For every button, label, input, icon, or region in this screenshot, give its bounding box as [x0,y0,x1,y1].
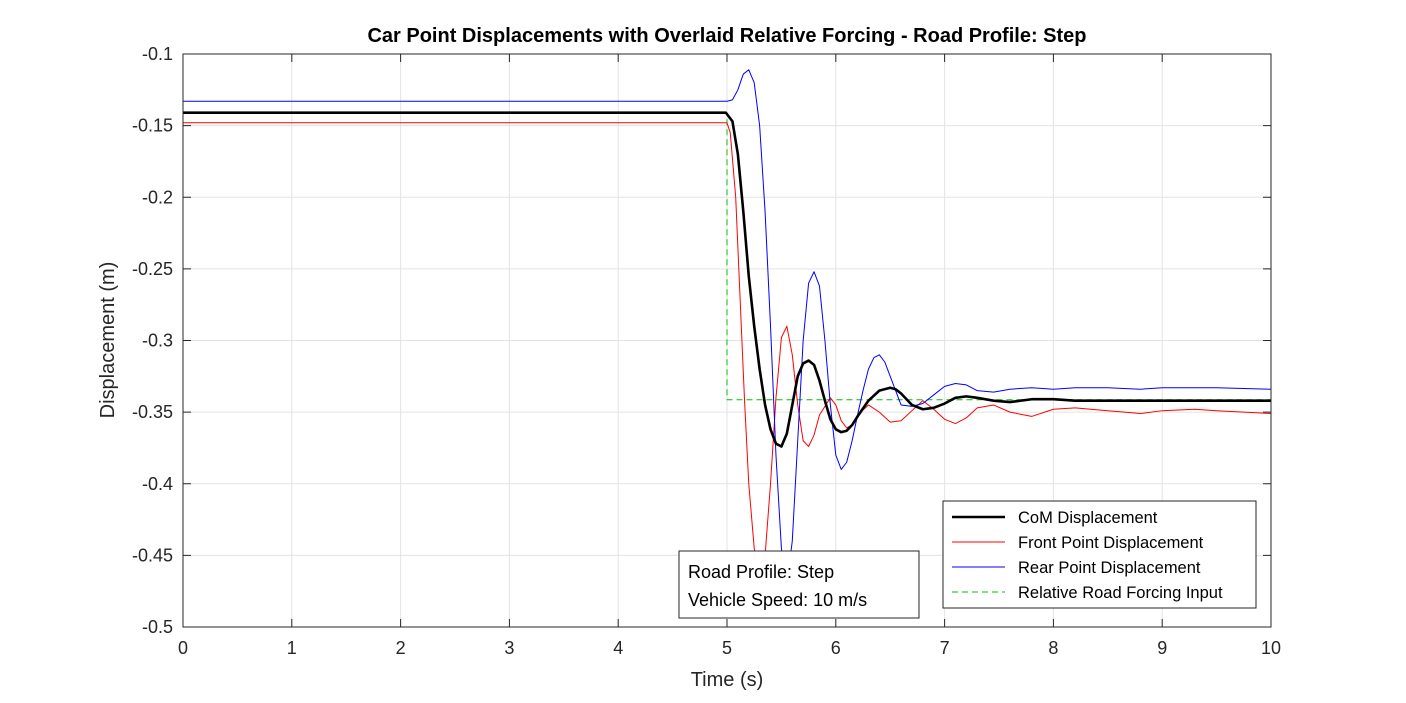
annotation-box: Road Profile: Step Vehicle Speed: 10 m/s [678,550,920,619]
x-tick-label: 4 [613,638,623,658]
rear-point-displacement-line [183,69,1272,585]
x-tick-label: 0 [178,638,188,658]
y-tick-label: -0.15 [132,116,173,136]
y-tick-label: -0.5 [142,617,173,637]
x-tick-label: 7 [940,638,950,658]
y-tick-label: -0.2 [142,187,173,207]
x-tick-label: 8 [1048,638,1058,658]
series-layer [183,69,1272,585]
x-tick-label: 5 [722,638,732,658]
chart-title: Car Point Displacements with Overlaid Re… [367,25,1086,47]
y-tick-label: -0.35 [132,402,173,422]
legend-frame [942,500,1257,609]
x-tick-label: 10 [1261,638,1281,658]
legend-entry-rear: Rear Point Displacement [1018,559,1201,577]
annotation-frame [678,550,920,619]
y-tick-label: -0.25 [132,259,173,279]
x-tick-label: 1 [287,638,297,658]
x-tick-label: 3 [504,638,514,658]
y-tick-label: -0.45 [132,545,173,565]
axis-ticks: 0 1 2 3 4 5 6 7 8 9 10 -0.1 -0.15 -0.2 -0.25 -0.3 -0.35 -… [132,44,1281,658]
y-tick-label: -0.4 [142,474,173,494]
legend: CoM Displacement Front Point Displacemen… [942,500,1257,609]
x-tick-label: 6 [831,638,841,658]
legend-entry-front: Front Point Displacement [1018,534,1204,552]
annotation-line-vehicle-speed: Vehicle Speed: 10 m/s [688,590,867,610]
y-axis-label: Displacement (m) [97,262,119,419]
x-tick-label: 9 [1157,638,1167,658]
com-displacement-line [183,111,1271,448]
legend-entry-com: CoM Displacement [1018,509,1158,527]
y-tick-label: -0.1 [142,44,173,64]
y-tick-label: -0.3 [142,331,173,351]
x-tick-label: 2 [396,638,406,658]
legend-entry-road: Relative Road Forcing Input [1018,584,1223,602]
x-axis-label: Time (s) [691,669,764,691]
annotation-line-road-profile: Road Profile: Step [688,562,834,582]
